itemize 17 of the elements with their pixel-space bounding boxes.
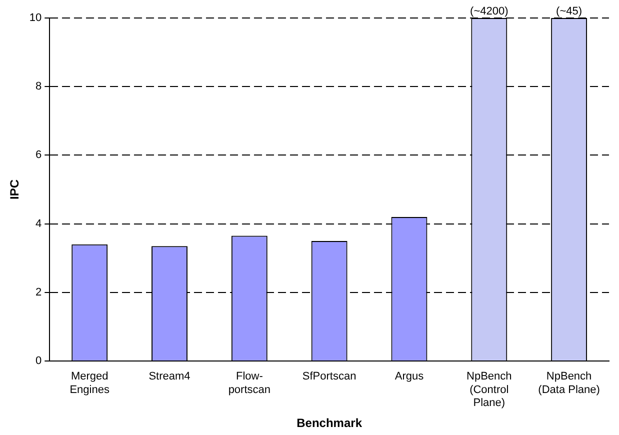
y-tick-label: 4 bbox=[36, 218, 42, 230]
y-tick-label: 2 bbox=[36, 286, 42, 298]
x-tick-label: NpBench (Data Plane) bbox=[538, 370, 600, 396]
x-tick-label: NpBench (Control Plane) bbox=[466, 370, 512, 410]
y-tick-label: 0 bbox=[36, 355, 42, 368]
x-axis-title: Benchmark bbox=[296, 416, 362, 430]
x-tick-label: Argus bbox=[394, 370, 424, 383]
annotation: (~45) bbox=[556, 6, 582, 18]
y-tick-label: 6 bbox=[36, 149, 42, 162]
annotation: (~4200) bbox=[470, 6, 508, 18]
y-tick-label: 10 bbox=[29, 12, 42, 24]
x-tick-label: Flow-portscan bbox=[228, 370, 271, 396]
x-tick-label: Merged Engines bbox=[70, 370, 110, 396]
x-tick-label: SfPortscan bbox=[302, 370, 356, 383]
y-tick-label: 8 bbox=[36, 80, 42, 93]
y-axis-title: IPC bbox=[8, 179, 22, 200]
x-tick-label: Stream4 bbox=[148, 370, 190, 383]
